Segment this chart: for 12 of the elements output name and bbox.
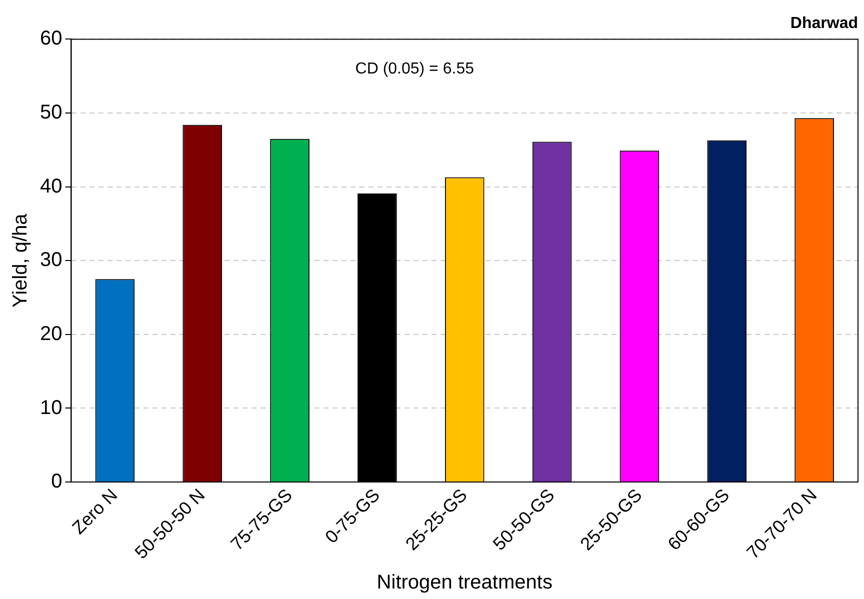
annotation: CD (0.05) = 6.55	[355, 60, 474, 78]
x-axis-title: Nitrogen treatments	[376, 572, 552, 594]
y-tick-label: 60	[40, 28, 62, 50]
y-tick-label: 10	[40, 396, 62, 419]
x-tick-label: Zero N	[68, 484, 122, 538]
y-tick-label: 30	[40, 249, 62, 272]
y-tick-label: 0	[51, 470, 62, 493]
chart-title: Dharwad	[790, 15, 858, 32]
y-tick-label: 20	[40, 322, 62, 345]
y-tick-label: 50	[40, 102, 62, 124]
y-axis-title: Yield, q/ha	[10, 212, 32, 308]
y-tick-label: 40	[40, 175, 62, 198]
